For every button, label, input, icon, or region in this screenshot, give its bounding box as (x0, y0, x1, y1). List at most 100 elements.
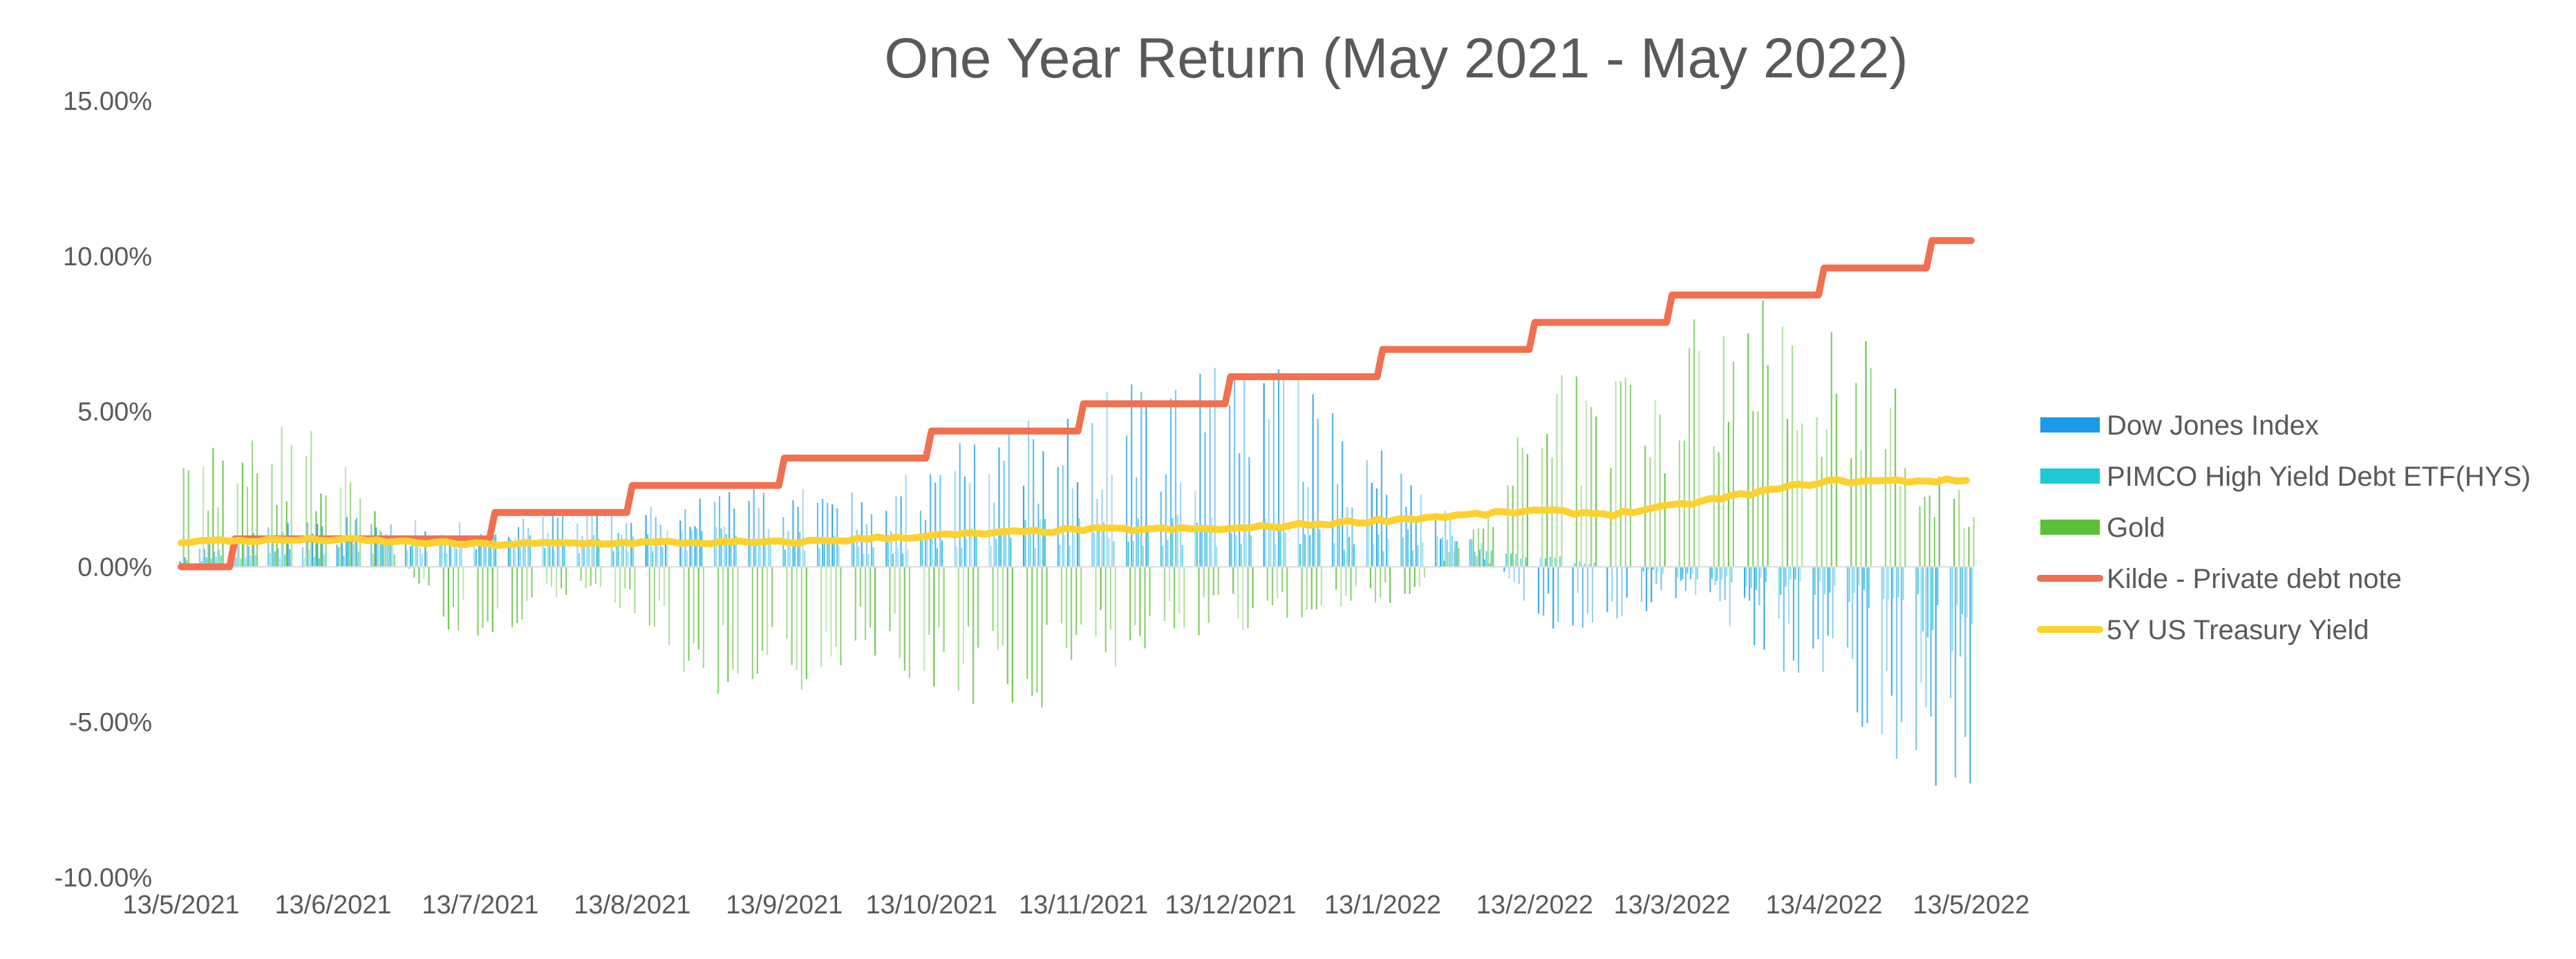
bar-pimco-high-yield-debt-etf-hys (1789, 567, 1792, 580)
bar-pimco-high-yield-debt-etf-hys (1961, 567, 1963, 614)
bar-gold (771, 567, 773, 627)
bar-gold (384, 540, 386, 567)
bar-pimco-high-yield-debt-etf-hys (441, 534, 443, 567)
bar-pimco-high-yield-debt-etf-hys (1956, 567, 1958, 605)
bar-dow-jones-index (218, 549, 220, 567)
bar-gold (786, 567, 788, 640)
bar-gold (1266, 567, 1268, 601)
bar-pimco-high-yield-debt-etf-hys (1471, 539, 1473, 567)
bar-dow-jones-index (1508, 567, 1510, 579)
bar-pimco-high-yield-debt-etf-hys (1628, 567, 1630, 569)
bar-dow-jones-index (733, 509, 735, 567)
bar-dow-jones-index (713, 502, 716, 567)
bar-dow-jones-index (1724, 567, 1726, 600)
bar-pimco-high-yield-debt-etf-hys (1382, 551, 1384, 567)
bar-pimco-high-yield-debt-etf-hys (612, 551, 614, 567)
bar-dow-jones-index (900, 496, 902, 567)
bar-dow-jones-index (851, 492, 853, 567)
bar-pimco-high-yield-debt-etf-hys (1731, 567, 1733, 583)
bar-gold (1825, 428, 1827, 567)
bar-pimco-high-yield-debt-etf-hys (289, 549, 291, 567)
bar-pimco-high-yield-debt-etf-hys (1309, 535, 1311, 567)
bar-gold (1664, 473, 1666, 567)
bar-gold (1899, 486, 1901, 567)
bar-pimco-high-yield-debt-etf-hys (1176, 515, 1178, 567)
bar-pimco-high-yield-debt-etf-hys (794, 540, 796, 567)
bar-gold (1855, 383, 1857, 567)
bar-gold (1747, 333, 1749, 567)
bar-pimco-high-yield-debt-etf-hys (352, 543, 355, 567)
bar-gold (1796, 430, 1798, 567)
bar-gold (1075, 567, 1078, 636)
bar-gold (1252, 567, 1254, 609)
bar-pimco-high-yield-debt-etf-hys (1829, 567, 1831, 593)
bar-pimco-high-yield-debt-etf-hys (1039, 519, 1041, 567)
bar-dow-jones-index (1165, 474, 1167, 567)
bar-pimco-high-yield-debt-etf-hys (1544, 558, 1546, 567)
bar-pimco-high-yield-debt-etf-hys (323, 554, 325, 567)
bar-gold (1114, 567, 1116, 667)
bar-gold (1026, 567, 1028, 679)
bar-dow-jones-index (1091, 423, 1093, 567)
bar-gold (1689, 348, 1691, 567)
bar-gold (1448, 552, 1450, 567)
bar-pimco-high-yield-debt-etf-hys (1819, 567, 1821, 582)
bar-dow-jones-index (581, 535, 583, 567)
bar-pimco-high-yield-debt-etf-hys (696, 528, 698, 567)
bar-pimco-high-yield-debt-etf-hys (1137, 518, 1139, 567)
bar-pimco-high-yield-debt-etf-hys (1270, 528, 1272, 567)
bar-gold (1586, 400, 1588, 567)
bar-pimco-high-yield-debt-etf-hys (1436, 536, 1438, 567)
bar-dow-jones-index (939, 475, 941, 567)
bar-pimco-high-yield-debt-etf-hys (1402, 538, 1404, 567)
bar-pimco-high-yield-debt-etf-hys (480, 534, 482, 567)
bar-pimco-high-yield-debt-etf-hys (318, 558, 320, 567)
bar-gold (1904, 468, 1906, 567)
bar-gold (962, 567, 964, 664)
bar-pimco-high-yield-debt-etf-hys (1196, 522, 1198, 567)
bar-pimco-high-yield-debt-etf-hys (446, 553, 448, 567)
bar-gold (658, 567, 661, 601)
bar-pimco-high-yield-debt-etf-hys (1275, 543, 1277, 567)
bar-pimco-high-yield-debt-etf-hys (1721, 567, 1723, 580)
bar-pimco-high-yield-debt-etf-hys (892, 553, 894, 567)
bar-gold (203, 466, 205, 567)
bar-gold (1174, 567, 1176, 629)
bar-gold (222, 460, 224, 567)
bar-dow-jones-index (1523, 567, 1525, 601)
bar-gold (1821, 457, 1823, 567)
bar-gold (825, 567, 827, 632)
bar-pimco-high-yield-debt-etf-hys (1206, 529, 1208, 567)
bar-dow-jones-index (1754, 567, 1756, 646)
bar-pimco-high-yield-debt-etf-hys (1853, 567, 1855, 594)
bar-pimco-high-yield-debt-etf-hys (1010, 538, 1012, 567)
bar-gold (1624, 377, 1626, 567)
bar-dow-jones-index (1199, 374, 1201, 567)
bar-dow-jones-index (1096, 499, 1098, 567)
bar-pimco-high-yield-debt-etf-hys (1167, 540, 1169, 567)
bar-gold (923, 567, 925, 672)
bar-dow-jones-index (1033, 439, 1035, 567)
bar-dow-jones-index (1695, 567, 1697, 596)
bar-gold (727, 567, 729, 683)
bar-pimco-high-yield-debt-etf-hys (1785, 567, 1787, 587)
bar-dow-jones-index (1042, 451, 1044, 567)
bar-dow-jones-index (1901, 567, 1903, 723)
bar-pimco-high-yield-debt-etf-hys (863, 553, 865, 567)
bar-pimco-high-yield-debt-etf-hys (357, 551, 359, 567)
bar-pimco-high-yield-debt-etf-hys (1314, 526, 1316, 567)
bar-dow-jones-index (282, 531, 284, 567)
bar-gold (418, 567, 420, 584)
bar-gold (1561, 374, 1563, 567)
bar-pimco-high-yield-debt-etf-hys (941, 540, 943, 567)
bar-gold (526, 567, 528, 601)
bar-pimco-high-yield-debt-etf-hys (421, 553, 423, 567)
bar-pimco-high-yield-debt-etf-hys (921, 533, 923, 567)
bar-pimco-high-yield-debt-etf-hys (1211, 518, 1213, 567)
bar-dow-jones-index (1263, 383, 1265, 567)
bar-dow-jones-index (1469, 539, 1471, 567)
bar-dow-jones-index (1847, 567, 1849, 648)
bar-pimco-high-yield-debt-etf-hys (544, 547, 546, 567)
bar-dow-jones-index (797, 506, 799, 567)
